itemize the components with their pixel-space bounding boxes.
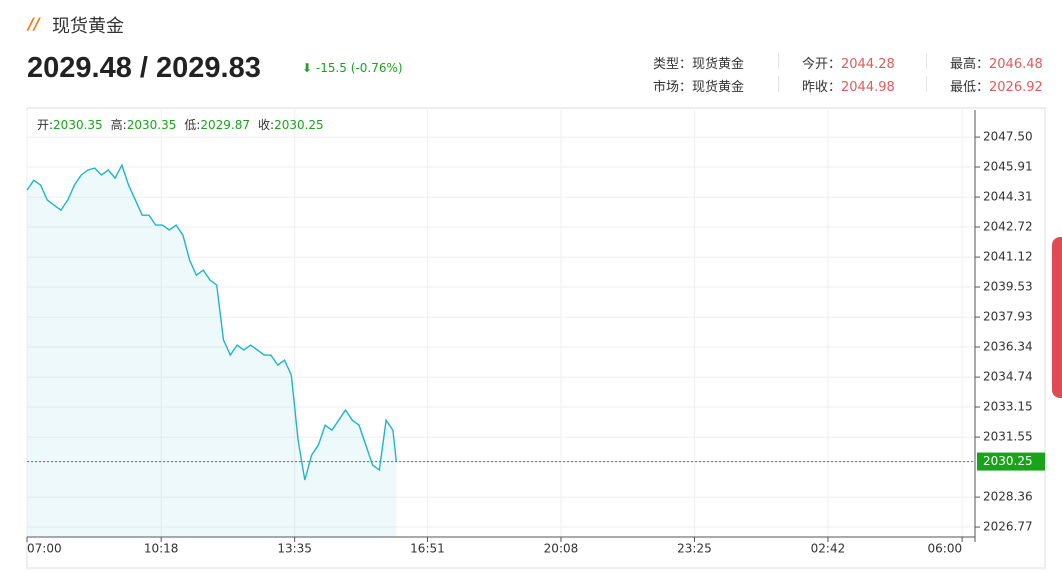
info-label: 类型： [653, 57, 693, 72]
info-value: 现货黄金 [692, 57, 745, 72]
y-tick-label: 2036.34 [983, 340, 1033, 354]
change-text: -15.5 (-0.76%) [315, 61, 403, 75]
logo-icon: // [28, 14, 40, 33]
ohlc-label: 高: [111, 117, 127, 132]
info-cell: 最低：2026.92 [950, 76, 1043, 95]
y-tick-label: 2041.12 [983, 250, 1033, 264]
y-tick-label: 2037.93 [983, 310, 1033, 324]
info-label: 昨收： [802, 80, 842, 95]
ohlc-value: 2029.87 [200, 118, 250, 132]
x-tick-label: 06:00 [928, 542, 963, 556]
info-cell: 最高：2046.48 [950, 53, 1043, 72]
info-cell: 今开：2044.28 [802, 53, 895, 72]
price-change: ⬇ -15.5 (-0.76%) [302, 61, 403, 75]
info-cell: 昨收：2044.98 [802, 76, 895, 95]
info-value: 2026.92 [989, 80, 1043, 95]
side-tab[interactable] [1052, 237, 1062, 398]
ohlc-value: 2030.35 [127, 118, 177, 132]
info-value: 2044.28 [841, 57, 895, 72]
ohlc-value: 2030.35 [53, 118, 103, 132]
x-tick-label: 07:00 [27, 542, 62, 556]
area [27, 165, 397, 537]
separator [926, 53, 927, 69]
title: 现货黄金 [52, 16, 124, 37]
ohlc-label: 低: [184, 118, 200, 132]
info-label: 最高： [950, 57, 990, 72]
x-tick-label: 16:51 [410, 542, 445, 556]
separator [778, 53, 779, 69]
y-tick-label: 2042.72 [983, 220, 1033, 234]
ohlc-label: 开: [37, 118, 53, 132]
y-tick-label: 2031.55 [983, 430, 1033, 444]
info-label: 今开： [802, 57, 842, 72]
y-tick-label: 2034.74 [983, 370, 1033, 384]
last-price-label: 2030.25 [983, 454, 1033, 468]
x-tick-label: 02:42 [811, 542, 846, 556]
price: 2029.48 / 2029.83 [27, 52, 261, 84]
y-tick-label: 2047.50 [983, 130, 1033, 144]
separator [778, 76, 779, 92]
info-cell: 市场：现货黄金 [653, 76, 744, 95]
last-price-box [977, 452, 1045, 471]
x-tick-label: 20:08 [544, 542, 579, 556]
y-tick-label: 2039.53 [983, 280, 1033, 294]
ohlc-label: 收: [258, 118, 274, 132]
x-tick-label: 10:18 [144, 542, 179, 556]
x-tick-label: 23:25 [677, 542, 712, 556]
info-value: 2044.98 [841, 80, 895, 95]
info-label: 市场： [653, 80, 693, 95]
info-value: 2046.48 [989, 57, 1043, 72]
line [26, 163, 397, 481]
info-value: 现货黄金 [692, 80, 745, 95]
y-tick-label: 2028.36 [983, 490, 1033, 504]
info-cell: 类型：现货黄金 [653, 53, 744, 72]
ohlc-legend: 开:2030.35 高:2030.35 低:2029.87 收:2030.25 [37, 117, 324, 132]
x-tick-label: 13:35 [277, 542, 312, 556]
separator [926, 76, 927, 92]
y-tick-label: 2044.31 [983, 190, 1033, 204]
info-label: 最低： [950, 80, 990, 95]
y-tick-label: 2026.77 [983, 520, 1033, 534]
ohlc-value: 2030.25 [274, 118, 324, 132]
y-tick-label: 2033.15 [983, 400, 1033, 414]
y-tick-label: 2045.91 [983, 159, 1033, 173]
